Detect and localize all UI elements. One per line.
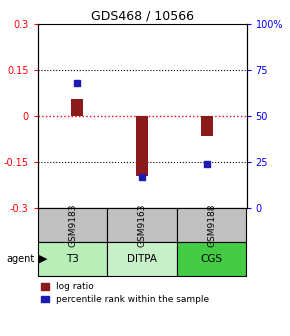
Text: GSM9183: GSM9183 [68, 203, 77, 247]
Text: T3: T3 [66, 254, 79, 264]
Title: GDS468 / 10566: GDS468 / 10566 [90, 9, 194, 23]
Bar [107, 242, 177, 276]
Bar [38, 208, 107, 242]
Bar [202, 116, 213, 136]
Text: ▶: ▶ [39, 254, 48, 264]
Text: CGS: CGS [201, 254, 223, 264]
Text: agent: agent [7, 254, 35, 264]
Text: GSM9188: GSM9188 [207, 203, 216, 247]
Bar [107, 208, 177, 242]
Bar [177, 208, 246, 242]
Legend: log ratio, percentile rank within the sample: log ratio, percentile rank within the sa… [38, 279, 213, 308]
Bar [177, 242, 246, 276]
Bar [38, 242, 107, 276]
Text: GSM9163: GSM9163 [137, 203, 147, 247]
Text: DITPA: DITPA [127, 254, 157, 264]
Bar [71, 99, 83, 116]
Bar [136, 116, 148, 176]
